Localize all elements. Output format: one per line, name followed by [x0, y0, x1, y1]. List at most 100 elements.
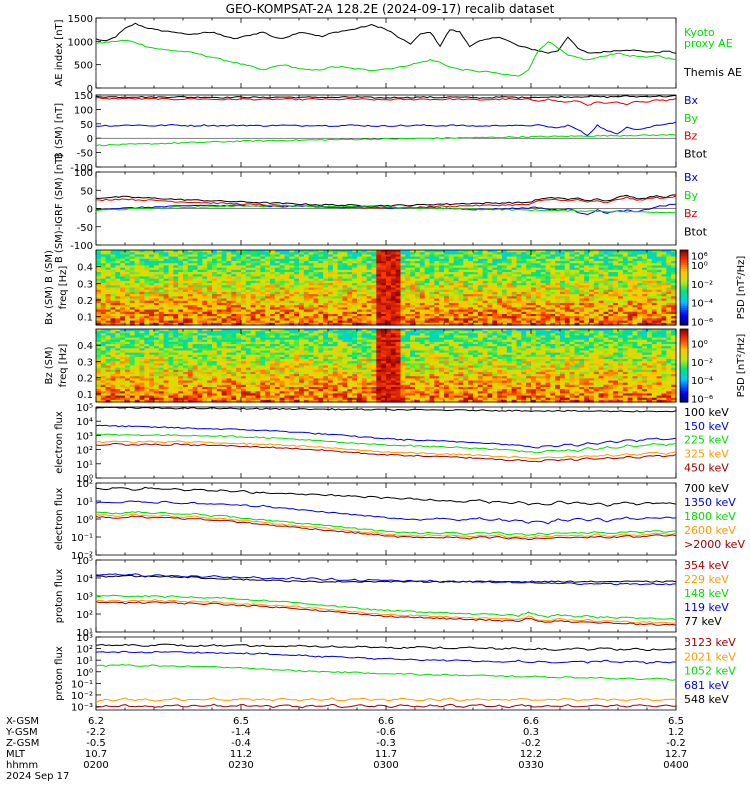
spectrogram-cell [139, 348, 145, 352]
spectrogram-cell [289, 298, 295, 302]
spectrogram-cell [632, 280, 638, 284]
spectrogram-cell [125, 395, 131, 399]
spectrogram-cell [444, 294, 450, 297]
spectrogram-cell [468, 254, 474, 258]
spectrogram-cell [96, 250, 102, 253]
spectrogram-cell [289, 309, 295, 313]
spectrogram-cell [337, 265, 344, 269]
spectrogram-cell [328, 296, 334, 300]
spectrogram-cell [294, 307, 300, 311]
spectrogram-cell [120, 356, 126, 360]
spectrogram-cell [226, 274, 232, 278]
spectrogram-cell [647, 316, 653, 319]
spectrogram-cell [434, 322, 440, 326]
spectrogram-cell [637, 256, 643, 260]
spectrogram-cell [120, 350, 126, 354]
spectrogram-cell [429, 316, 435, 319]
spectrogram-cell [129, 309, 136, 313]
spectrogram-cell [603, 250, 609, 253]
spectrogram-cell [120, 289, 126, 293]
spectrogram-cell [618, 287, 624, 291]
spectrogram-cell [299, 309, 305, 313]
spectrogram-cell [173, 395, 179, 399]
spectrogram-cell [589, 309, 595, 313]
spectrogram-cell [511, 291, 518, 295]
spectrogram-cell [216, 316, 223, 319]
spectrogram-cell [202, 267, 208, 271]
spectrogram-cell [434, 320, 440, 324]
spectrogram-cell [598, 313, 605, 317]
spectrogram-cell [477, 320, 484, 324]
spectrogram-cell [154, 258, 160, 262]
spectrogram-cell [540, 254, 547, 258]
spectrogram-cell [110, 265, 116, 269]
spectrogram-cell [192, 316, 199, 319]
spectrogram-cell [410, 309, 416, 313]
spectrogram-cell [535, 276, 542, 280]
spectrogram-cell [386, 280, 392, 284]
spectrogram-cell [284, 276, 290, 280]
spectrogram-cell [637, 313, 643, 317]
spectrogram-cell [173, 397, 179, 401]
spectrogram-cell [100, 278, 107, 282]
spectrogram-cell [550, 283, 556, 286]
spectrogram-cell [173, 278, 179, 282]
spectrogram-cell [270, 322, 276, 326]
spectrogram-cell [328, 320, 334, 324]
spectrogram-cell [424, 300, 431, 304]
spectrogram-cell [144, 294, 150, 297]
spectrogram-cell [376, 258, 382, 262]
spectrogram-cell [183, 313, 189, 317]
spectrogram-cell [323, 305, 329, 308]
spectrogram-cell [395, 316, 402, 319]
spectrogram-cell [497, 291, 503, 295]
spectrogram-cell [332, 267, 339, 271]
spectrogram-cell [492, 300, 498, 304]
spectrogram-cell [115, 354, 121, 358]
spectrogram-cell [361, 320, 368, 324]
spectrogram-cell [458, 305, 464, 308]
spectrogram-cell [453, 267, 460, 271]
spectrogram-cell [129, 274, 136, 278]
spectrogram-cell [149, 352, 155, 356]
spectrogram-cell [390, 313, 397, 317]
spectrogram-cell [139, 350, 145, 354]
spectrogram-cell [299, 287, 305, 291]
spectrogram-cell [492, 322, 498, 326]
spectrogram-cell [390, 265, 397, 269]
spectrogram-cell [265, 296, 271, 300]
spectrogram-cell [318, 254, 324, 258]
spectrogram-cell [115, 371, 121, 375]
spectrogram-cell [560, 261, 566, 264]
spectrogram-cell [482, 272, 489, 275]
spectrogram-cell [144, 307, 150, 311]
spectrogram-cell [613, 311, 619, 315]
spectrogram-cell [502, 289, 508, 293]
spectrogram-cell [371, 283, 377, 286]
spectrogram-cell [400, 280, 406, 284]
spectrogram-cell [144, 267, 150, 271]
spectrogram-cell [279, 265, 286, 269]
spectrogram-cell [415, 276, 421, 280]
spectrogram-cell [250, 254, 257, 258]
spectrogram-cell [671, 250, 677, 253]
spectrogram-cell [477, 252, 484, 256]
spectrogram-cell [637, 309, 643, 313]
spectrogram-cell [473, 296, 479, 300]
spectrogram-cell [110, 296, 116, 300]
spectrogram-cell [110, 352, 116, 356]
spectrogram-cell [468, 265, 474, 269]
spectrogram-cell [502, 278, 508, 282]
spectrogram-cell [429, 267, 435, 271]
spectrogram-cell [535, 289, 542, 293]
spectrogram-cell [361, 258, 368, 262]
spectrogram-cell [144, 311, 150, 315]
spectrogram-cell [178, 320, 184, 324]
spectrogram-cell [221, 320, 228, 324]
spectrogram-cell [154, 261, 160, 264]
spectrogram-cell [622, 274, 629, 278]
spectrogram-cell [511, 267, 518, 271]
spectrogram-cell [632, 296, 638, 300]
spectrogram-cell [666, 320, 672, 324]
spectrogram-cell [323, 287, 329, 291]
